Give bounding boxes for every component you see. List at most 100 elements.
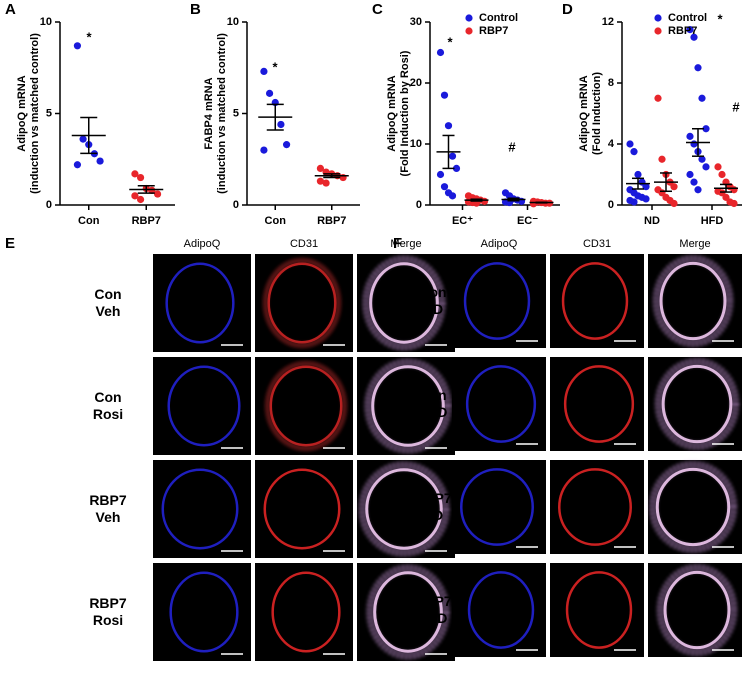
y-tick-label: 30: [410, 16, 422, 28]
y-tick-label: 0: [46, 199, 52, 211]
data-point: [73, 42, 82, 50]
micrograph: [550, 563, 644, 657]
data-point: [670, 183, 678, 191]
row-label-line: Rosi: [93, 612, 123, 628]
x-tick-label: EC⁻: [517, 215, 538, 227]
micrograph: [153, 254, 251, 352]
data-point: [686, 132, 694, 140]
row-label-line: ND: [423, 301, 443, 317]
annotation: #: [508, 139, 516, 154]
vessel-ring: [167, 365, 241, 447]
row-label-line: RBP7: [414, 490, 452, 506]
data-point: [730, 199, 738, 208]
micrograph: [452, 254, 546, 348]
y-axis-label: (induction vs matched control): [216, 33, 228, 194]
data-point: [670, 199, 678, 208]
x-tick-label: Con: [265, 215, 287, 227]
row-label-line: RBP7: [89, 595, 127, 611]
panel-label: D: [562, 1, 573, 18]
data-point: [436, 170, 445, 179]
row-label: Con HFD: [419, 387, 448, 420]
vessel-ring: [373, 571, 443, 653]
x-tick-label: ND: [644, 215, 660, 227]
data-point: [136, 195, 145, 204]
vessel-halo: [364, 358, 452, 454]
panel-label: E: [5, 235, 15, 252]
vessel-glow: [264, 360, 348, 452]
data-point: [634, 170, 642, 179]
y-axis-label: (Fold Induction by Rosi): [399, 50, 411, 176]
vessel-ring: [659, 261, 727, 341]
data-point: [642, 183, 650, 191]
legend-label: RBP7: [479, 25, 508, 37]
data-point: [702, 163, 710, 171]
vessel-halo: [656, 563, 738, 657]
data-point: [686, 170, 694, 179]
data-point: [694, 186, 702, 194]
data-point: [698, 94, 706, 102]
vessel-ring: [661, 364, 733, 444]
row-label: Con Veh: [94, 286, 121, 319]
y-tick-label: 4: [608, 138, 615, 150]
vessel-ring: [460, 468, 534, 546]
column-header: CD31: [583, 238, 611, 250]
data-point: [654, 94, 662, 102]
column-header: Merge: [390, 238, 421, 250]
micrograph: [550, 460, 644, 554]
vessel-ring: [161, 468, 239, 550]
data-point: [260, 67, 268, 76]
data-point: [436, 48, 445, 57]
data-point: [148, 186, 156, 194]
data-point: [316, 164, 325, 172]
data-point: [131, 170, 139, 178]
row-label-line: HFD: [419, 610, 448, 626]
data-point: [277, 120, 285, 129]
row-label: Con Rosi: [93, 389, 123, 422]
y-tick-label: 5: [233, 107, 239, 119]
micrograph: [153, 460, 251, 558]
data-point: [448, 192, 457, 200]
y-tick-label: 10: [227, 16, 239, 28]
y-axis-label: FABP4 mRNA: [203, 77, 215, 149]
micrograph: [452, 460, 546, 554]
row-label-line: HFD: [419, 404, 448, 420]
y-tick-label: 8: [608, 77, 614, 89]
y-axis-label: AdipoQ mRNA: [16, 75, 28, 151]
vessel-ring: [563, 365, 635, 443]
vessel-halo: [652, 254, 734, 348]
column-header: Merge: [679, 238, 710, 250]
data-point: [630, 148, 638, 156]
row-label-line: RBP7: [414, 593, 452, 609]
vessel-ring: [465, 365, 537, 443]
x-tick-label: HFD: [701, 215, 724, 227]
data-point: [448, 152, 457, 160]
column-header: AdipoQ: [481, 238, 518, 250]
legend-label: Control: [479, 12, 518, 24]
y-tick-label: 0: [608, 199, 614, 211]
vessel-halo: [362, 255, 446, 351]
y-tick-label: 5: [46, 107, 52, 119]
vessel-ring: [561, 262, 629, 340]
vessel-ring: [263, 468, 341, 550]
vessel-glow: [262, 257, 342, 349]
y-axis-label: AdipoQ mRNA: [578, 75, 590, 151]
annotation: *: [272, 59, 278, 74]
data-point: [153, 190, 162, 198]
data-point: [626, 140, 634, 148]
y-axis-label: (induction vs matched control): [29, 33, 41, 194]
vessel-ring: [467, 571, 535, 649]
row-label-line: ND: [423, 507, 443, 523]
data-point: [444, 122, 453, 130]
micrograph: [153, 563, 251, 661]
y-tick-label: 20: [410, 77, 422, 89]
legend-label: RBP7: [668, 25, 697, 37]
vessel-halo: [654, 357, 740, 451]
y-axis-label: AdipoQ mRNA: [386, 75, 398, 151]
x-tick-label: Con: [78, 215, 100, 227]
data-point: [322, 179, 330, 187]
y-tick-label: 12: [602, 16, 614, 28]
legend-marker: [465, 14, 473, 22]
y-axis-label: (Fold Induction): [591, 72, 603, 155]
legend-marker: [654, 27, 662, 35]
